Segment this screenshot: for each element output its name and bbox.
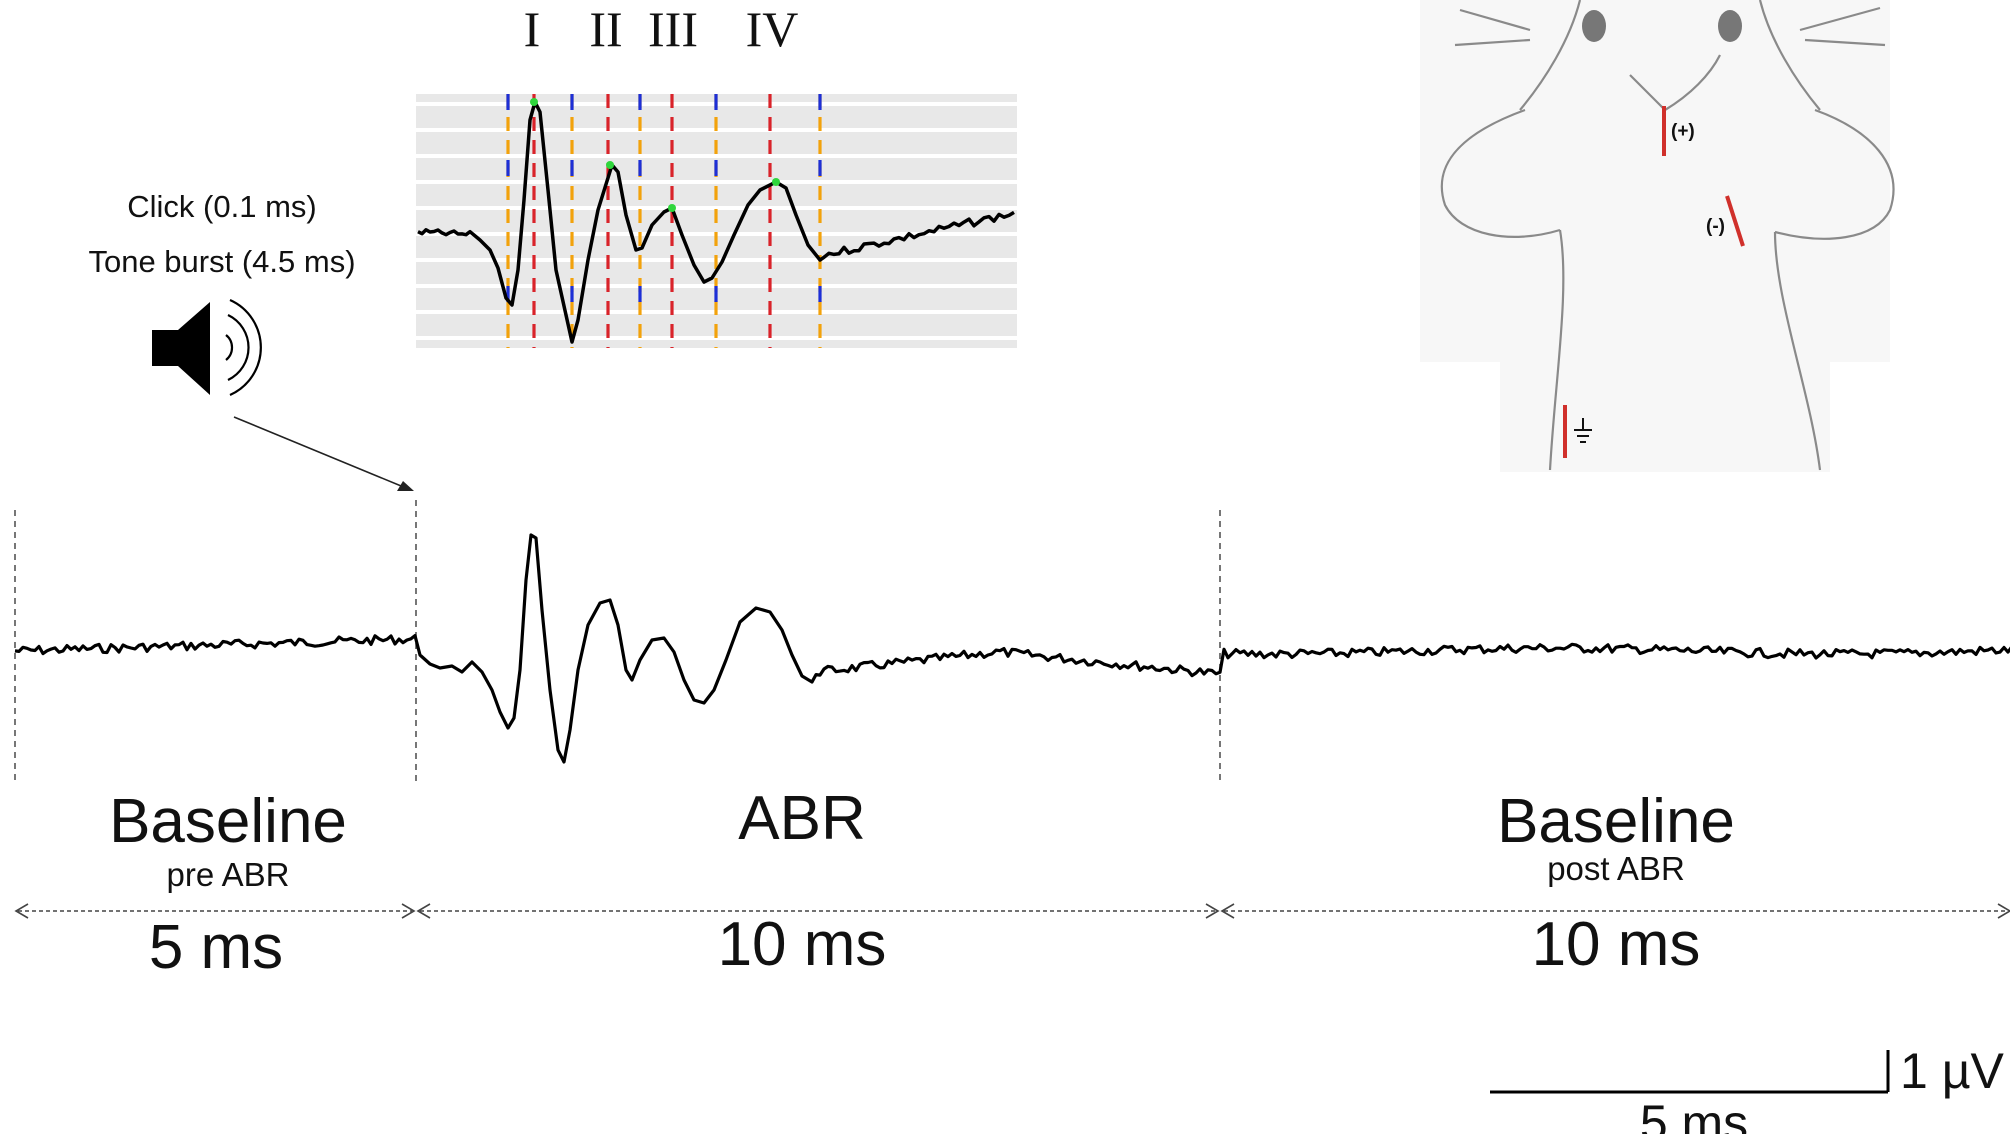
electrode-ground: [1563, 405, 1592, 458]
tone-burst-label: Tone burst (4.5 ms): [88, 244, 355, 279]
peak-dot-3: [668, 204, 676, 212]
electrode-negative: (-): [1706, 195, 1745, 247]
peak-dot-2: [606, 161, 614, 169]
peak-dot-1: [530, 98, 538, 106]
inset-abr-trace: [417, 100, 1015, 344]
segment-1-title: Baseline: [109, 787, 347, 856]
scale-bar: [1490, 1050, 1890, 1094]
stimulus-arrow: [233, 416, 414, 491]
electrode-positive: (+): [1662, 106, 1695, 156]
segment-3-title: Baseline: [1497, 787, 1735, 856]
main-trace: [14, 533, 2010, 764]
segment-2-duration: 10 ms: [718, 910, 887, 979]
click-label: Click (0.1 ms): [127, 189, 316, 224]
duration-arrows: [14, 903, 2010, 919]
peak-label-iii: III: [648, 1, 698, 57]
electrode-positive-label: (+): [1671, 121, 1695, 142]
peak-dot-4: [772, 178, 780, 186]
peak-label-i: I: [524, 1, 541, 57]
segment-1-duration: 5 ms: [149, 913, 283, 982]
scale-bar-time: 5 ms: [1640, 1095, 1748, 1134]
segment-3-duration: 10 ms: [1532, 910, 1701, 979]
peak-label-ii: II: [589, 1, 622, 57]
abr-inset: [416, 94, 1017, 348]
speaker-icon: [152, 298, 262, 397]
peak-label-iv: IV: [746, 1, 799, 57]
ground-icon: [1574, 418, 1592, 443]
scale-bar-amplitude: 1 µV: [1900, 1043, 2005, 1099]
electrode-negative-label: (-): [1706, 216, 1725, 237]
segment-2-title: ABR: [738, 784, 865, 853]
segment-3-subtitle: post ABR: [1547, 850, 1685, 887]
segment-1-subtitle: pre ABR: [167, 856, 290, 893]
segment-dividers: [14, 500, 1221, 785]
peak-dots: [530, 98, 780, 212]
mouse-head-illustration: [1420, 0, 1895, 472]
peak-markers: [506, 94, 822, 348]
